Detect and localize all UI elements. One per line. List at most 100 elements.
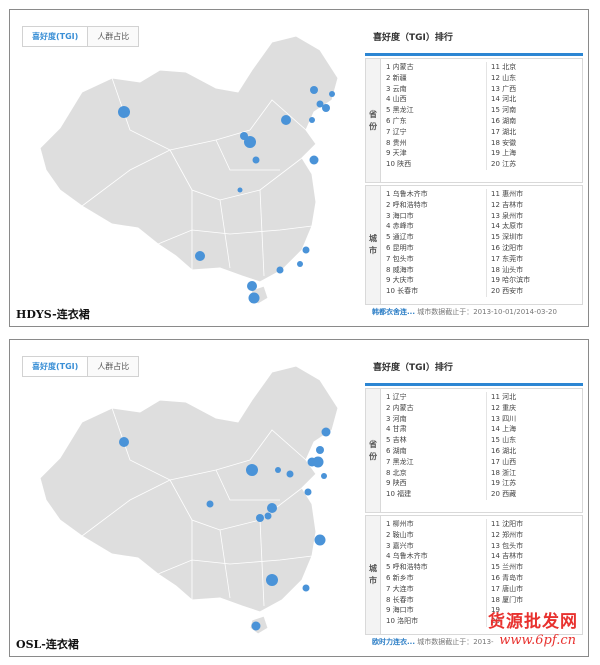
panel-caption: HDYS-连衣裙	[16, 308, 90, 321]
rank-item: 7 大连市	[386, 584, 414, 593]
group-label-city: 城市	[366, 516, 381, 634]
rank-item: 7 辽宁	[386, 127, 407, 136]
rank-title: 喜好度（TGI）排行	[373, 33, 453, 43]
rank-title-bar	[365, 53, 583, 56]
rank-item: 4 甘肃	[386, 425, 407, 434]
rank-item: 10 陕西	[386, 160, 412, 169]
rank-item: 11 北京	[491, 63, 517, 71]
map-bubble	[275, 467, 281, 473]
brand-link[interactable]: 韩都衣舍连...	[372, 308, 415, 316]
rank-footer: 韩都衣舍连... 城市数据截止于：2013-10-01/2014-03-20	[372, 307, 557, 317]
bubble-group	[118, 86, 335, 304]
rank-item: 12 重庆	[491, 403, 517, 412]
map-bubble	[276, 266, 284, 274]
rank-item: 9 天津	[386, 149, 407, 158]
map-bubble	[309, 155, 319, 165]
china-map	[39, 35, 339, 305]
province-col-right: 11 河北 12 重庆 13 四川 14 上海 15 山东 16 湖北 17 山…	[486, 392, 581, 500]
rank-item: 9 大庆市	[386, 276, 414, 285]
rank-item: 17 湖北	[491, 127, 517, 136]
rank-item: 19	[491, 606, 500, 615]
province-ranking: 省份 1 辽宁 2 内蒙古 3 河南 4 甘肃 5 吉林 6 湖南 7 黑龙江 …	[365, 388, 583, 513]
rank-item: 10 洛阳市	[386, 617, 419, 626]
map-bubble	[309, 117, 315, 123]
rank-item: 3 云南	[386, 84, 407, 93]
map-bubble	[316, 100, 324, 108]
rank-item: 19 江苏	[491, 479, 517, 488]
province-col-right: 11 北京 12 山东 13 广西 14 河北 15 河南 16 湖南 17 湖…	[486, 62, 581, 170]
rank-item: 14 太原市	[491, 222, 524, 231]
rank-item: 13 泉州市	[491, 211, 524, 220]
rank-item: 8 威海市	[386, 265, 414, 274]
watermark-url: www.6pf.cn	[499, 633, 576, 648]
map-bubble	[314, 534, 326, 546]
watermark-logo: 货源批发网	[488, 612, 578, 632]
rank-item: 12 吉林市	[491, 200, 524, 209]
rank-item: 16 湖南	[491, 116, 517, 125]
group-label-province: 省份	[366, 59, 381, 182]
map-bubble	[119, 437, 129, 447]
rank-item: 1 内蒙古	[386, 63, 414, 71]
map-bubble	[297, 261, 303, 267]
map-bubble	[118, 106, 130, 118]
rank-item: 20 西安市	[491, 287, 524, 296]
rank-item: 15 河南	[491, 106, 517, 115]
tab-tgi[interactable]: 喜好度(TGI)	[23, 357, 89, 376]
map-bubble	[264, 512, 272, 520]
view-tabs: 喜好度(TGI) 人群占比	[22, 356, 140, 377]
rank-item: 19 上海	[491, 149, 517, 158]
data-cutoff-text: 城市数据截止于：2013-10-01/2014-03-20	[414, 308, 557, 316]
map-bubble	[247, 281, 257, 291]
rank-item: 17 唐山市	[491, 584, 524, 593]
rank-item: 6 广东	[386, 116, 407, 125]
data-cutoff-text: 城市数据截止于：2013-	[414, 638, 494, 646]
map-bubble	[310, 86, 318, 94]
rank-item: 6 湖南	[386, 446, 407, 455]
rank-item: 17 山西	[491, 457, 517, 466]
tab-tgi[interactable]: 喜好度(TGI)	[23, 27, 89, 46]
rank-item: 3 嘉兴市	[386, 541, 414, 550]
panel-hdys: 喜好度(TGI) 人群占比 喜好度（TGI）排行 省份 1 内蒙古 2 新疆 3…	[9, 9, 589, 327]
brand-link[interactable]: 欧时力连衣...	[372, 638, 415, 646]
rank-item: 9 陕西	[386, 479, 407, 488]
rank-item: 15 山东	[491, 436, 517, 445]
rank-item: 5 通辽市	[386, 233, 414, 242]
group-label-province: 省份	[366, 389, 381, 512]
rank-item: 13 包头市	[491, 541, 524, 550]
map-bubble	[266, 574, 278, 586]
tab-population-share[interactable]: 人群占比	[97, 362, 130, 371]
rank-item: 14 上海	[491, 425, 517, 434]
city-col-left: 1 乌鲁木齐市 2 呼和浩特市 3 海口市 4 赤峰市 5 通辽市 6 昆明市 …	[386, 189, 476, 297]
rank-item: 2 新疆	[386, 73, 407, 82]
map-bubble	[321, 427, 331, 437]
map-landmass	[39, 365, 339, 613]
rank-item: 18 浙江	[491, 468, 517, 477]
map-bubble	[329, 91, 335, 97]
rank-item: 1 辽宁	[386, 393, 407, 401]
rank-footer: 欧时力连衣... 城市数据截止于：2013-	[372, 637, 494, 647]
rank-item: 5 吉林	[386, 436, 407, 445]
rank-item: 13 四川	[491, 414, 517, 423]
rank-item: 16 青岛市	[491, 573, 524, 582]
map-bubble	[302, 246, 310, 254]
province-col-left: 1 内蒙古 2 新疆 3 云南 4 山西 5 黑龙江 6 广东 7 辽宁 8 贵…	[386, 62, 476, 170]
rank-item: 8 北京	[386, 468, 407, 477]
rank-item: 2 呼和浩特市	[386, 200, 428, 209]
rank-item: 15 兰州市	[491, 563, 524, 572]
tab-population-share[interactable]: 人群占比	[97, 32, 130, 41]
map-bubble	[237, 187, 243, 193]
rank-item: 4 乌鲁木齐市	[386, 552, 428, 561]
rank-title: 喜好度（TGI）排行	[373, 363, 453, 373]
rank-item: 12 山东	[491, 73, 517, 82]
map-bubble	[281, 115, 291, 125]
rank-item: 8 长春市	[386, 595, 414, 604]
map-bubble	[244, 136, 256, 148]
city-col-left: 1 柳州市 2 鞍山市 3 嘉兴市 4 乌鲁木齐市 5 呼和浩特市 6 新乡市 …	[386, 519, 476, 627]
rank-item: 5 呼和浩特市	[386, 563, 428, 572]
map-bubble	[251, 621, 261, 631]
bubble-group	[119, 427, 331, 631]
rank-item: 5 黑龙江	[386, 106, 414, 115]
rank-item: 1 乌鲁木齐市	[386, 190, 428, 198]
rank-item: 20 西藏	[491, 490, 517, 499]
map-bubble	[316, 446, 324, 454]
